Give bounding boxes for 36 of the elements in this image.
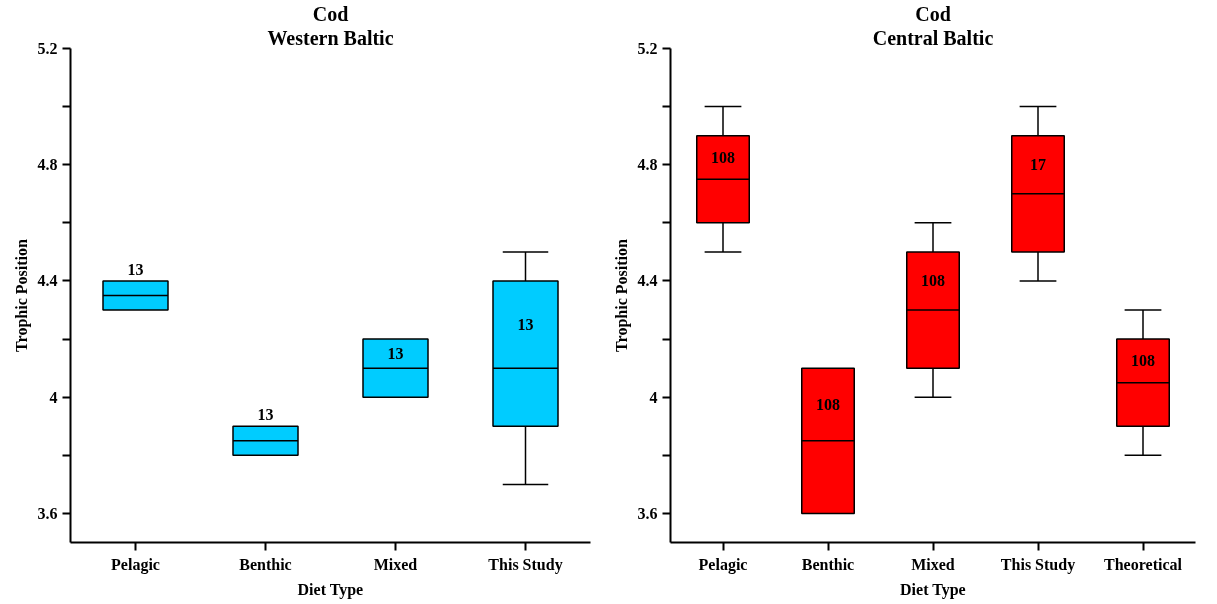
annotation: 108: [816, 395, 840, 413]
x-tick-label: Theoretical: [1104, 555, 1183, 573]
x-tick-label: Benthic: [801, 555, 855, 573]
y-tick-label: 4.4: [37, 272, 58, 290]
x-tick-label: Mixed: [373, 555, 418, 573]
y-tick-label: 4.8: [37, 156, 58, 174]
y-tick-label: 3.6: [637, 504, 658, 522]
y-tick-label: 4: [49, 388, 58, 406]
annotation: 13: [387, 345, 404, 363]
annotation: 13: [127, 260, 144, 278]
x-tick-label: Pelagic: [111, 555, 160, 574]
y-tick-label: 5.2: [37, 40, 58, 57]
y-tick-label: 4.4: [637, 272, 658, 290]
y-tick-label: 4.8: [637, 156, 658, 174]
annotation: 17: [1030, 156, 1046, 174]
y-tick-label: 3.6: [37, 504, 58, 522]
annotation: 108: [711, 148, 735, 166]
chart-subtitle: Western Baltic: [267, 26, 394, 49]
y-axis-title: Trophic Position: [12, 239, 31, 352]
y-axis-title: Trophic Position: [612, 239, 631, 352]
annotation: 108: [1131, 352, 1155, 370]
annotation: 108: [921, 272, 945, 290]
x-axis-title: Diet Type: [297, 580, 364, 599]
y-tick-label: 5.2: [637, 40, 658, 57]
x-tick-label: Pelagic: [698, 555, 748, 574]
annotation: 13: [517, 316, 534, 334]
x-axis-title: Diet Type: [900, 580, 966, 599]
x-tick-label: This Study: [488, 555, 563, 574]
x-tick-label: This Study: [1000, 555, 1076, 574]
chart-subtitle: Central Baltic: [872, 26, 994, 49]
y-tick-label: 4: [649, 388, 658, 406]
annotation: 13: [257, 406, 274, 424]
chart-title: Cod: [312, 2, 349, 25]
x-tick-label: Mixed: [911, 555, 955, 573]
x-tick-label: Benthic: [239, 555, 292, 573]
chart-title: Cod: [915, 2, 951, 25]
